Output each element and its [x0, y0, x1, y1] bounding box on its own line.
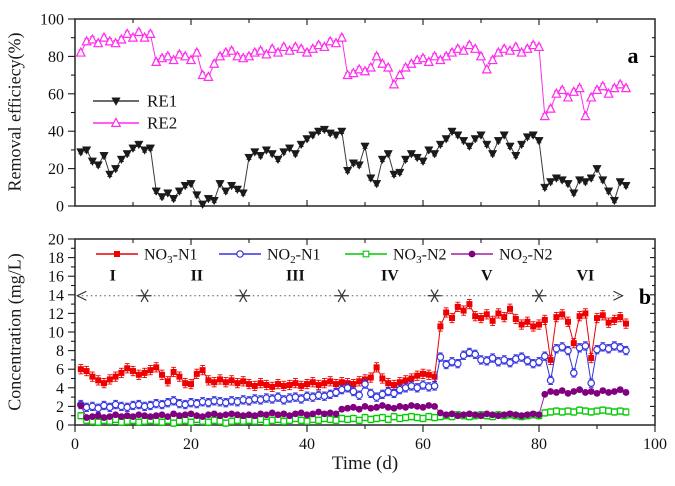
markers-NO2-N1	[77, 342, 630, 413]
svg-text:0: 0	[56, 199, 64, 216]
svg-text:0: 0	[56, 418, 64, 435]
phase-boundary-asterisk	[236, 289, 251, 303]
svg-text:2: 2	[56, 399, 64, 416]
phase-labels: I II III IV V VI	[110, 267, 595, 284]
legend-label-NO3-N1: NO3-N1	[144, 247, 198, 267]
phase-line-arrows	[75, 290, 624, 301]
panel-a-letter: a	[627, 43, 639, 68]
svg-text:100: 100	[40, 12, 64, 29]
series-NO2-N2	[77, 386, 630, 421]
svg-text:20: 20	[183, 436, 199, 453]
legend-label-NO2-N1: NO2-N1	[267, 247, 321, 267]
markers-RE1	[76, 125, 631, 210]
svg-text:8: 8	[56, 343, 64, 360]
legend-label-NO2-N2: NO2-N2	[499, 247, 553, 267]
svg-text:0: 0	[71, 436, 79, 453]
panel-a-ticks	[68, 18, 655, 207]
phase-label-III: III	[286, 267, 305, 284]
phase-label-VI: VI	[577, 267, 595, 284]
svg-text:10: 10	[48, 325, 64, 342]
phase-boundary-asterisk	[334, 289, 349, 303]
series-NO3-N1	[77, 299, 629, 392]
phase-label-V: V	[481, 267, 493, 284]
svg-text:40: 40	[48, 124, 64, 141]
panel-b-frame	[74, 238, 656, 426]
legend-label-RE1: RE1	[147, 92, 177, 111]
svg-text:4: 4	[56, 380, 64, 397]
phase-label-I: I	[110, 267, 116, 284]
svg-text:14: 14	[48, 287, 64, 304]
markers-NO3-N1	[77, 301, 629, 390]
markers-RE2	[75, 26, 632, 121]
phase-boundary-asterisk	[137, 289, 152, 303]
svg-text:80: 80	[48, 49, 64, 66]
svg-text:16: 16	[48, 269, 64, 286]
panel-b-letter: b	[638, 284, 652, 309]
svg-text:60: 60	[48, 86, 64, 103]
svg-text:18: 18	[48, 250, 64, 267]
panel-b-y-axis-title: Concentration (mg/L)	[4, 253, 25, 411]
svg-text:6: 6	[56, 362, 64, 379]
svg-text:100: 100	[643, 436, 667, 453]
svg-text:60: 60	[415, 436, 431, 453]
panel-a-y-axis-title: Removal efficiecy(%)	[4, 32, 25, 192]
series-RE1	[76, 125, 631, 210]
phase-label-IV: IV	[381, 267, 399, 284]
svg-text:40: 40	[299, 436, 315, 453]
markers-NO2-N2	[77, 386, 630, 421]
svg-text:80: 80	[531, 436, 547, 453]
legend-label-RE2: RE2	[147, 114, 177, 133]
svg-text:20: 20	[48, 161, 64, 178]
series-RE2	[75, 26, 632, 121]
series-NO2-N1	[77, 341, 630, 413]
panel-b-ticks	[68, 238, 656, 432]
svg-text:20: 20	[48, 232, 64, 249]
phase-label-II: II	[191, 267, 203, 284]
legend-panel-b: NO3-N1 NO2-N1 NO3-N2 NO2-N2	[96, 247, 553, 267]
phase-annotation: I II III IV V VI	[75, 267, 624, 303]
phase-boundary-asterisk	[427, 289, 442, 303]
x-axis-title: Time (d)	[331, 453, 399, 474]
svg-text:12: 12	[48, 306, 64, 323]
phase-boundary-asterisk	[532, 289, 546, 303]
panel-a-tick-labels: 0 20 40 60 80 100	[40, 12, 64, 216]
legend-label-NO3-N2: NO3-N2	[393, 247, 447, 267]
panel-a-frame	[74, 18, 656, 207]
